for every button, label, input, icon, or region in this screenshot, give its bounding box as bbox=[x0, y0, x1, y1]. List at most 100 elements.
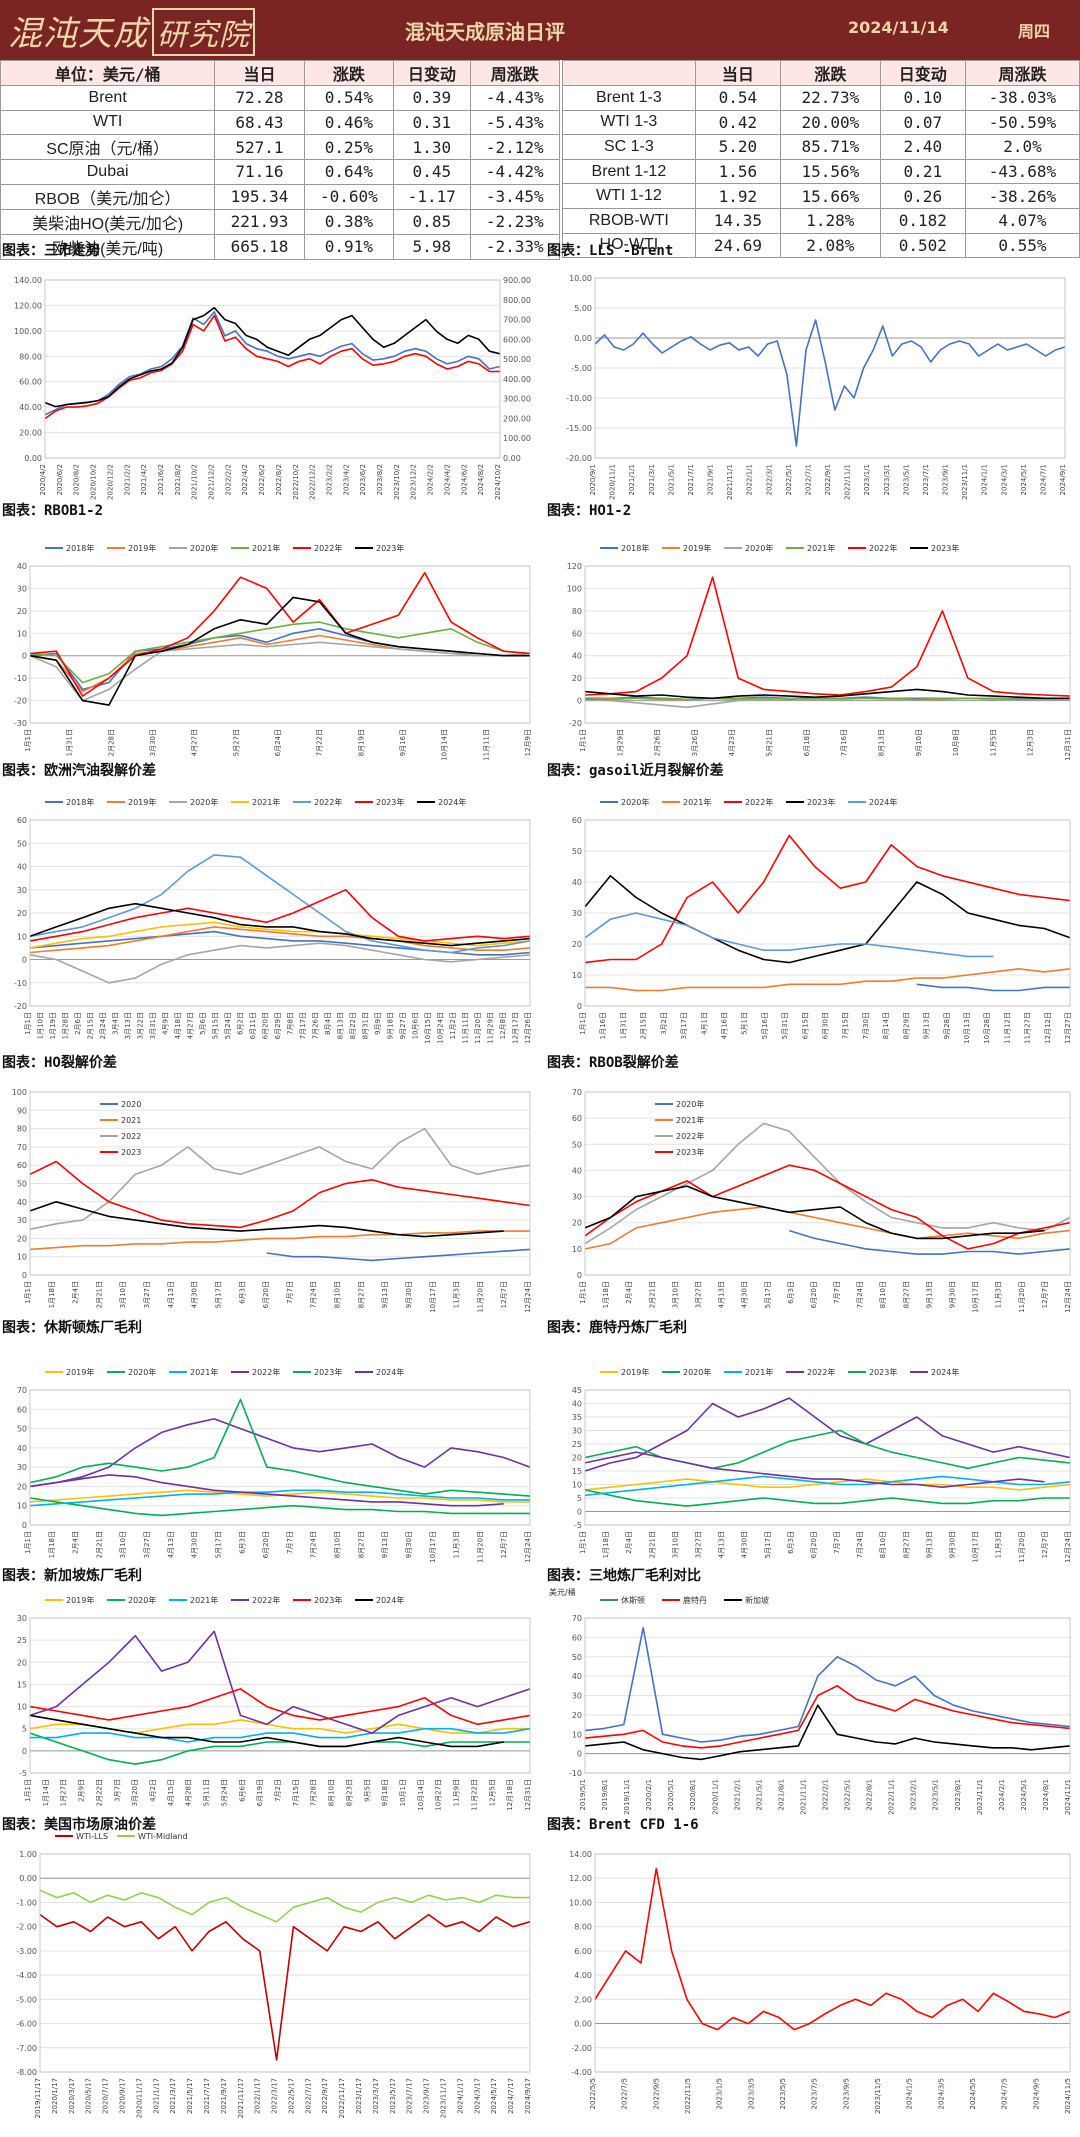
table-cell: 0.31 bbox=[393, 109, 471, 136]
legend-label: 2021 bbox=[121, 1116, 141, 1125]
series-line-2 bbox=[29, 942, 531, 984]
y-tick-label: 30 bbox=[572, 909, 582, 918]
table-cell: 5.98 bbox=[393, 233, 471, 260]
x-tick-label: 2月21日 bbox=[648, 1531, 656, 1558]
x-tick-label: 3月27日 bbox=[143, 1281, 151, 1308]
y-tick-label: 120 bbox=[567, 562, 582, 571]
x-tick-label: 2月6日 bbox=[74, 1012, 82, 1035]
x-tick-label: 5月21日 bbox=[766, 729, 774, 756]
x-tick-label: 5月15日 bbox=[212, 1012, 220, 1039]
y-tick-label: 10 bbox=[572, 1730, 582, 1739]
x-tick-label: 7月26日 bbox=[312, 1012, 320, 1039]
x-tick-label: 10月8日 bbox=[952, 729, 960, 756]
y-tick-label: -6.00 bbox=[16, 2020, 37, 2029]
x-tick-label: 12月8日 bbox=[499, 1012, 507, 1039]
legend-label: 2018年 bbox=[66, 797, 94, 807]
x-tick-label: 2021/5/17 bbox=[186, 2078, 194, 2114]
x-tick-label: 2024/11/1 bbox=[1064, 1779, 1072, 1815]
chart-us-crude-spreads: 1.00 0.00 -1.00 -2.00 -3.00 -4.00 -5.00 -6.00 -7… bbox=[16, 1832, 532, 2118]
y-tick-label: 10 bbox=[17, 1502, 27, 1511]
series-line-4 bbox=[29, 1688, 531, 1726]
x-tick-label: 8月10日 bbox=[879, 1531, 887, 1558]
x-tick-label: 2022/7/1 bbox=[804, 464, 812, 495]
x-tick-label: 2024/3/5 bbox=[937, 2078, 945, 2109]
x-tick-label: 2022/2/1 bbox=[822, 1779, 830, 1810]
x-tick-label: 10月15日 bbox=[424, 1012, 432, 1044]
x-tick-label: 6月19日 bbox=[256, 1779, 264, 1806]
x-tick-label: 7月7日 bbox=[286, 1281, 294, 1304]
x-tick-label: 2023/7/1 bbox=[922, 464, 930, 495]
chart-title: 图表：RBOB1-2 bbox=[2, 503, 104, 519]
x-tick-label: 12月31日 bbox=[1064, 729, 1072, 761]
x-tick-label: 2019/11/17 bbox=[34, 2078, 42, 2118]
x-tick-label: 2022/9/1 bbox=[824, 464, 832, 495]
x-tick-label: 7月7日 bbox=[833, 1281, 841, 1304]
table-cell: 72.28 bbox=[214, 85, 305, 111]
y-tick-label: 70 bbox=[17, 1386, 27, 1395]
x-tick-label: 3月10日 bbox=[119, 1281, 127, 1308]
table-cell: 0.10 bbox=[879, 85, 966, 111]
y-tick-label: -20 bbox=[14, 697, 27, 706]
legend-label: 2023年 bbox=[314, 1595, 342, 1605]
x-tick-label: 12月31日 bbox=[524, 1779, 532, 1811]
x-tick-label: 2021/7/1 bbox=[687, 464, 695, 495]
legend-label: 2018年 bbox=[66, 543, 94, 553]
legend-label: 2022年 bbox=[314, 797, 342, 807]
x-tick-label: 2021/5/1 bbox=[755, 1779, 763, 1810]
x-tick-label: 4月1日 bbox=[700, 1012, 708, 1035]
y2-tick-label: 0.00 bbox=[503, 454, 521, 463]
y-tick-label: 0 bbox=[22, 1747, 27, 1756]
x-tick-label: 3月22日 bbox=[137, 1012, 145, 1039]
table-row: 欧柴油(美元/吨) 665.18 0.91% 5.98 -2.33% bbox=[0, 233, 561, 260]
y-tick-label: 100 bbox=[567, 584, 582, 593]
table-row: RBOB-WTI 14.35 1.28% 0.182 4.07% bbox=[562, 207, 1080, 234]
x-tick-label: 9月13日 bbox=[923, 1012, 931, 1039]
y-tick-label: 1.00 bbox=[19, 1850, 37, 1859]
y-tick-label: 4.00 bbox=[574, 1971, 592, 1980]
x-tick-label: 5月17日 bbox=[214, 1281, 222, 1308]
x-tick-label: 9月13日 bbox=[381, 1531, 389, 1558]
table-cell: 195.34 bbox=[214, 183, 305, 210]
x-tick-label: 9月18日 bbox=[387, 1012, 395, 1039]
x-tick-label: 2020/3/17 bbox=[68, 2078, 76, 2114]
x-tick-label: 6月20日 bbox=[262, 1281, 270, 1308]
series-line bbox=[594, 319, 1066, 447]
y-tick-label: 140.00 bbox=[14, 276, 42, 285]
series-line-4 bbox=[584, 912, 994, 958]
table-row-label: Dubai bbox=[0, 159, 216, 185]
x-tick-label: 8月22日 bbox=[349, 1012, 357, 1039]
y-tick-label: 20 bbox=[572, 674, 582, 683]
y-tick-label: -10.00 bbox=[566, 394, 592, 403]
legend-label: 2019年 bbox=[128, 543, 156, 553]
series-line-3 bbox=[29, 1160, 531, 1229]
x-tick-label: 6月20日 bbox=[262, 1531, 270, 1558]
x-tick-label: 5月17日 bbox=[764, 1531, 772, 1558]
legend-label: 鹿特丹 bbox=[683, 1595, 707, 1605]
x-tick-label: 2月15日 bbox=[640, 1012, 648, 1039]
x-tick-label: 1月1日 bbox=[579, 1531, 587, 1554]
y-tick-label: 60 bbox=[17, 1161, 27, 1170]
table-cell: 15.56% bbox=[780, 158, 881, 185]
legend-label: 2024年 bbox=[869, 797, 897, 807]
x-tick-label: 2023/9/1 bbox=[942, 464, 950, 495]
legend-label: 2024年 bbox=[931, 1367, 959, 1377]
series-line-4 bbox=[29, 1201, 504, 1238]
legend-label: 2023年 bbox=[931, 543, 959, 553]
y-tick-label: 45 bbox=[572, 1386, 582, 1395]
report-title: 混沌天成原油日评 bbox=[405, 20, 565, 44]
legend-label: 2020年 bbox=[128, 1367, 156, 1377]
table-header-cell: 周涨跌 bbox=[964, 60, 1080, 86]
table-cell: -2.33% bbox=[469, 233, 561, 260]
y-tick-label: -5.00 bbox=[16, 1995, 37, 2004]
x-tick-label: 2024/5/5 bbox=[969, 2078, 977, 2109]
x-tick-label: 2021/2/1 bbox=[733, 1779, 741, 1810]
x-tick-label: 2022/5/1 bbox=[785, 464, 793, 495]
y-tick-label: -20.00 bbox=[566, 454, 592, 463]
x-tick-label: 12月24日 bbox=[1064, 1281, 1072, 1313]
x-tick-label: 2月4日 bbox=[625, 1281, 633, 1304]
legend-label: 2019年 bbox=[683, 543, 711, 553]
x-tick-label: 2020/11/17 bbox=[135, 2078, 143, 2118]
x-tick-label: 2023/2/2 bbox=[325, 464, 333, 495]
spread-table-right: 当日 涨跌 日变动 周涨跌 Brent 1-3 0.54 22.73% 0.10 -38.03%… bbox=[562, 60, 1080, 259]
